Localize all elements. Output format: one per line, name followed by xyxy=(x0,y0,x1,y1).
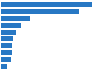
Bar xyxy=(0,50,12,55)
Bar xyxy=(0,30,16,35)
Bar xyxy=(0,2,92,7)
Bar xyxy=(0,16,30,21)
Bar xyxy=(0,9,79,14)
Bar xyxy=(0,64,7,69)
Bar xyxy=(0,36,13,41)
Bar xyxy=(0,57,11,62)
Bar xyxy=(0,43,12,48)
Bar xyxy=(0,23,21,28)
